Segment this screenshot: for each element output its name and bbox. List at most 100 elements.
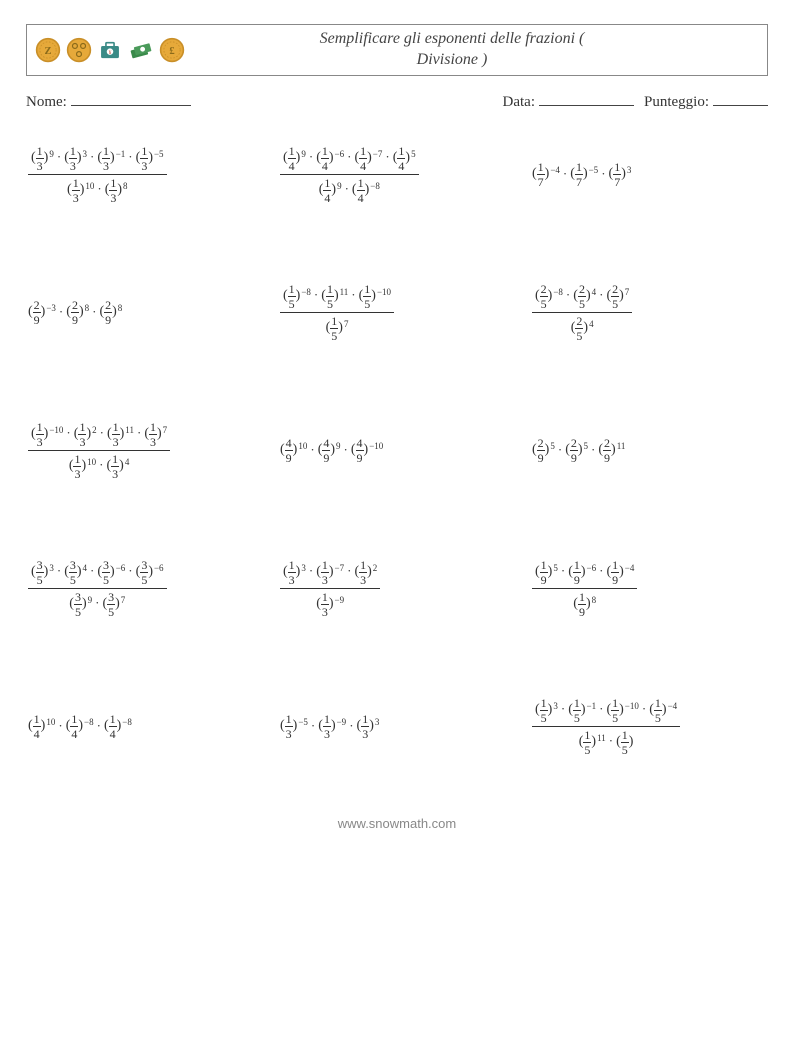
multiply-dot: ·: [54, 563, 64, 578]
expression-multiply: (49)10·(49)9·(49)−10: [280, 437, 383, 464]
briefcase-icon: ¥: [97, 37, 123, 63]
worksheet-title: Semplificare gli esponenti delle frazion…: [185, 29, 759, 71]
worksheet-header: Z ¥ £ Semplificare gli esponenti delle f…: [26, 24, 768, 76]
fraction-term: (35)4: [64, 559, 87, 586]
fraction-term: (15)11: [579, 729, 606, 756]
score-field: Punteggio:: [644, 88, 768, 111]
svg-text:¥: ¥: [109, 50, 112, 56]
problem-cell: (29)5·(29)5·(29)11: [532, 415, 766, 485]
expression-division: (15)−8·(15)11·(15)−10(15)7: [280, 281, 394, 344]
multiply-dot: ·: [306, 563, 316, 578]
expression-division: (19)5·(19)−6·(19)−4(19)8: [532, 557, 637, 620]
expression-division: (15)3·(15)−1·(15)−10·(15)−4(15)11·(15): [532, 695, 680, 758]
multiply-dot: ·: [341, 442, 351, 458]
title-line-1: Semplificare gli esponenti delle frazion…: [185, 29, 719, 50]
multiply-dot: ·: [63, 425, 73, 440]
problem-cell: (13)9·(13)3·(13)−1·(13)−5(13)10·(13)8: [28, 139, 262, 209]
problem-cell: (14)10·(14)−8·(14)−8: [28, 691, 262, 761]
date-label: Data:: [503, 94, 535, 111]
fraction-term: (15)−10: [359, 283, 391, 310]
fraction-term: (14)−7: [354, 145, 382, 172]
fraction-term: (14)−8: [352, 177, 380, 204]
multiply-dot: ·: [134, 425, 144, 440]
multiply-dot: ·: [311, 287, 321, 302]
problem-cell: (14)9·(14)−6·(14)−7·(14)5(14)9·(14)−8: [280, 139, 514, 209]
fraction-term: (17)3: [609, 161, 632, 188]
expression-division: (35)3·(35)4·(35)−6·(35)−6(35)9·(35)7: [28, 557, 167, 620]
fraction-term: (13)7: [144, 421, 167, 448]
expression-multiply: (29)5·(29)5·(29)11: [532, 437, 625, 464]
fraction-term: (17)−5: [570, 161, 598, 188]
multiply-dot: ·: [382, 149, 392, 164]
problem-cell: (13)−5·(13)−9·(13)3: [280, 691, 514, 761]
multiply-dot: ·: [560, 166, 570, 182]
fraction-term: (13)10: [67, 177, 94, 204]
name-label: Nome:: [26, 94, 67, 111]
fraction-term: (49)10: [280, 437, 307, 464]
expression-division: (13)9·(13)3·(13)−1·(13)−5(13)10·(13)8: [28, 143, 167, 206]
multiply-dot: ·: [97, 425, 107, 440]
fraction-term: (25)−8: [535, 283, 563, 310]
multiply-dot: ·: [639, 701, 649, 716]
multiply-dot: ·: [598, 166, 608, 182]
name-blank: [71, 88, 191, 106]
multiply-dot: ·: [342, 181, 352, 196]
fraction-term: (15)−8: [283, 283, 311, 310]
fraction-term: (14)−6: [316, 145, 344, 172]
fraction-term: (15)11: [321, 283, 348, 310]
fraction-term: (35)9: [69, 591, 92, 618]
multiply-dot: ·: [558, 563, 568, 578]
expression-multiply: (13)−5·(13)−9·(13)3: [280, 713, 379, 740]
fraction-term: (29)8: [99, 299, 122, 326]
problems-grid: (13)9·(13)3·(13)−1·(13)−5(13)10·(13)8 (14…: [26, 139, 768, 761]
fraction-term: (19)5: [535, 559, 558, 586]
score-blank: [713, 88, 768, 106]
fraction-term: (13)3: [357, 713, 380, 740]
fraction-term: (25)4: [573, 283, 596, 310]
fraction-term: (35)3: [31, 559, 54, 586]
problem-cell: (13)3·(13)−7·(13)2(13)−9: [280, 553, 514, 623]
fraction-term: (49)9: [318, 437, 341, 464]
title-line-2: Divisione ): [185, 50, 719, 71]
expression-division: (13)3·(13)−7·(13)2(13)−9: [280, 557, 380, 620]
multiply-dot: ·: [346, 718, 356, 734]
problem-cell: (15)3·(15)−1·(15)−10·(15)−4(15)11·(15): [532, 691, 766, 761]
fraction-term: (13)2: [354, 559, 377, 586]
fraction-term: (13)2: [74, 421, 97, 448]
multiply-dot: ·: [92, 595, 102, 610]
fraction-term: (15)−4: [649, 697, 677, 724]
fraction-term: (13)8: [105, 177, 128, 204]
fraction-term: (13)−10: [31, 421, 63, 448]
fraction-term: (29)5: [532, 437, 555, 464]
multiply-dot: ·: [563, 287, 573, 302]
footer-url: www.snowmath.com: [26, 816, 768, 831]
multiply-dot: ·: [94, 181, 104, 196]
fraction-term: (14)9: [319, 177, 342, 204]
multiply-dot: ·: [307, 442, 317, 458]
fraction-term: (19)−6: [568, 559, 596, 586]
multiply-dot: ·: [306, 149, 316, 164]
multiply-dot: ·: [89, 304, 99, 320]
student-info-row: Nome: Data: Punteggio:: [26, 88, 768, 111]
problem-cell: (49)10·(49)9·(49)−10: [280, 415, 514, 485]
header-icons: Z ¥ £: [35, 37, 185, 63]
score-label: Punteggio:: [644, 94, 709, 111]
problem-row: (35)3·(35)4·(35)−6·(35)−6(35)9·(35)7 (13)…: [28, 553, 766, 623]
expression-division: (14)9·(14)−6·(14)−7·(14)5(14)9·(14)−8: [280, 143, 419, 206]
multiply-dot: ·: [596, 563, 606, 578]
date-field: Data:: [503, 88, 634, 111]
fraction-term: (15)7: [326, 315, 349, 342]
fraction-term: (25)4: [571, 315, 594, 342]
problem-cell: (25)−8·(25)4·(25)7(25)4: [532, 277, 766, 347]
fraction-term: (13)−9: [316, 591, 344, 618]
multiply-dot: ·: [96, 457, 106, 472]
problem-cell: (15)−8·(15)11·(15)−10(15)7: [280, 277, 514, 347]
multiply-dot: ·: [87, 563, 97, 578]
fraction-term: (35)7: [102, 591, 125, 618]
fraction-term: (15): [616, 729, 633, 756]
fraction-term: (15)−10: [606, 697, 638, 724]
fraction-term: (14)10: [28, 713, 55, 740]
fraction-term: (13)3: [283, 559, 306, 586]
problem-row: (14)10·(14)−8·(14)−8(13)−5·(13)−9·(13)3(…: [28, 691, 766, 761]
problem-cell: (19)5·(19)−6·(19)−4(19)8: [532, 553, 766, 623]
